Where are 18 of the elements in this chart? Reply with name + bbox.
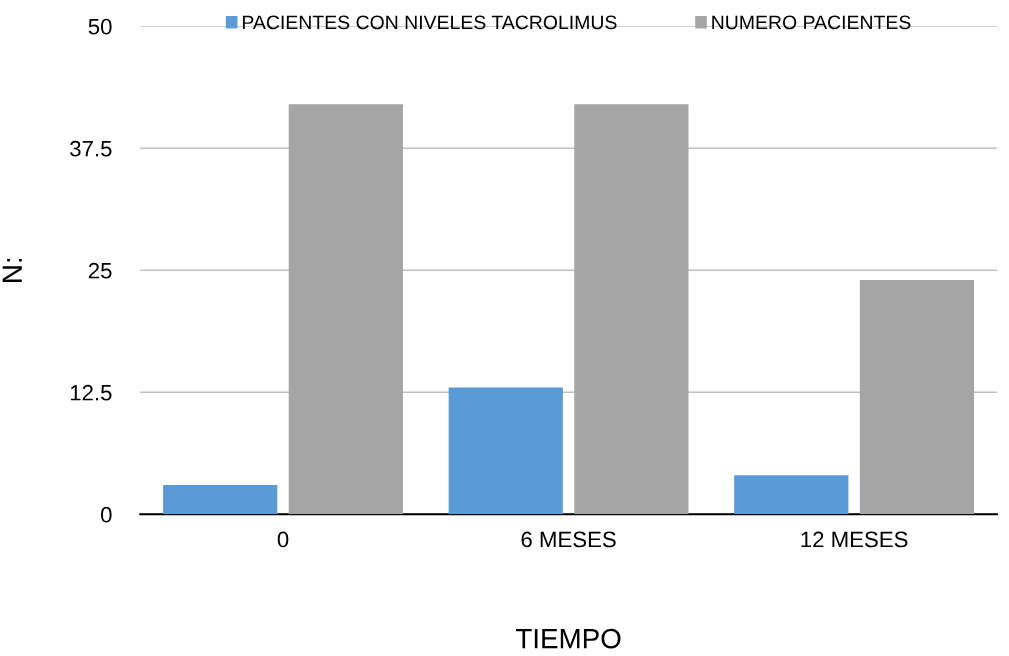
x-axis-title: TIEMPO	[515, 628, 621, 649]
bar	[288, 104, 403, 515]
bar	[163, 485, 278, 515]
y-tick-label: 0	[100, 506, 112, 523]
bar	[574, 104, 689, 515]
bar	[734, 475, 849, 515]
x-tick-label: 0	[277, 531, 289, 548]
x-tick-label: 12 MESES	[801, 531, 908, 548]
y-tick-label: 12.5	[70, 384, 112, 401]
x-tick-label: 6 MESES	[521, 531, 616, 548]
y-tick-label: 50	[88, 18, 112, 35]
y-tick-label: 25	[88, 262, 112, 279]
y-axis-title: N:	[2, 258, 22, 282]
y-tick-label: 37.5	[70, 140, 112, 157]
bar	[448, 387, 563, 515]
legend-label: PACIENTES CON NIVELES TACROLIMUS	[242, 15, 617, 30]
bar	[859, 280, 975, 515]
legend-label: NUMERO PACIENTES	[712, 15, 911, 30]
